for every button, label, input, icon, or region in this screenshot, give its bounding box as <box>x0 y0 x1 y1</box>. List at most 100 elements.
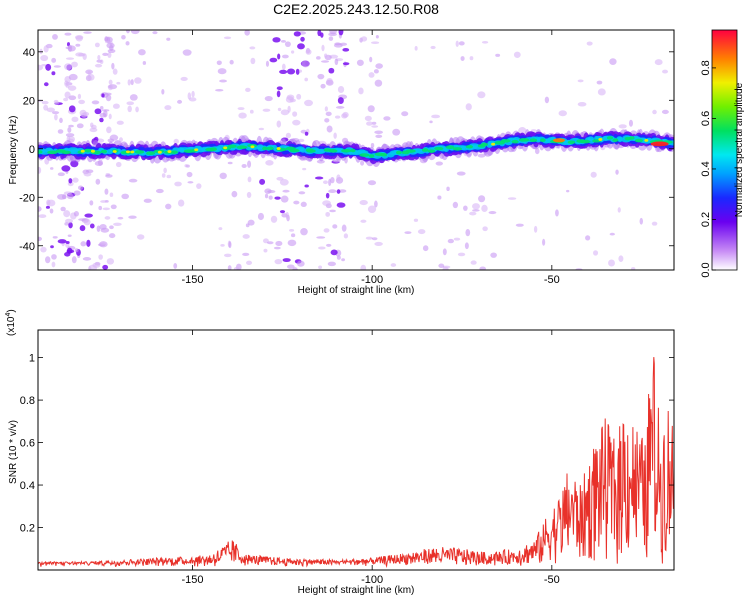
spectrogram-speckle <box>46 107 56 113</box>
spectrogram-speckle <box>314 176 324 180</box>
spectrogram-speckle <box>488 211 497 215</box>
spectrogram-speckle <box>533 225 538 233</box>
snr-scale-factor: (x104) <box>5 309 17 336</box>
spectrogram-speckle <box>219 79 228 83</box>
ridge-green <box>209 147 217 151</box>
snr-series-line <box>38 357 674 568</box>
spectrogram-speckle <box>360 160 365 166</box>
ridge-hotspot <box>223 146 228 150</box>
spectrogram-speckle <box>76 123 84 129</box>
ridge-green <box>612 138 619 142</box>
spectrogram-speckle <box>277 53 281 60</box>
colorbar-tick-label: 0.0 <box>700 262 712 277</box>
spectrogram-speckle <box>270 215 278 223</box>
spectrogram-speckle <box>105 174 113 178</box>
spectrogram-speckle <box>301 60 310 68</box>
spectrogram-speckle <box>68 124 74 128</box>
spectrogram-speckle <box>274 196 281 200</box>
spectrogram-speckle <box>479 266 486 270</box>
spectrogram-speckle <box>43 45 49 53</box>
spectrogram-speckle <box>109 192 114 198</box>
spectrogram-speckle <box>57 239 67 244</box>
spectrogram-speckle <box>249 109 254 114</box>
spectrogram-speckle <box>555 209 559 217</box>
spectrogram-speckle <box>223 36 232 40</box>
spectrogram-speckle <box>100 200 108 203</box>
spectrogram-speckle <box>370 143 375 148</box>
spectrogram-speckle <box>280 109 290 116</box>
spectrogram-speckle <box>127 79 131 86</box>
spectrogram-speckle <box>108 113 112 120</box>
ridge-green <box>421 148 429 152</box>
spectrogram-speckle <box>325 111 332 117</box>
spectrogram-speckle <box>320 83 326 89</box>
spectrogram-y-tick-label: 40 <box>23 47 35 59</box>
ridge-hotspot <box>194 148 199 152</box>
spectrogram-speckle <box>530 129 537 132</box>
spectrogram-speckle <box>107 52 112 58</box>
spectrogram-speckle <box>481 204 488 213</box>
spectrogram-speckle <box>113 222 122 226</box>
spectrogram-speckle <box>99 117 104 123</box>
spectrogram-speckle <box>94 108 102 115</box>
spectrogram-speckle <box>329 30 337 35</box>
spectrogram-speckle <box>38 64 44 71</box>
spectrogram-speckle <box>608 259 615 267</box>
spectrogram-speckle <box>82 257 92 261</box>
spectrogram-speckle <box>304 77 309 82</box>
spectrogram-speckle <box>652 109 657 115</box>
ridge-hotspot <box>125 150 130 154</box>
spectrogram-speckle <box>106 126 112 134</box>
ridge-hotspot <box>112 150 117 153</box>
snr-x-tick-label: -150 <box>181 574 203 586</box>
spectrogram-y-label: Frequency (Hz) <box>8 116 19 185</box>
spectrogram-speckle <box>274 258 283 265</box>
spectrogram-speckle <box>68 95 77 101</box>
spectrogram-speckle <box>465 103 472 111</box>
spectrogram-speckle <box>100 241 106 246</box>
ridge-green <box>236 145 248 150</box>
spectrogram-speckle <box>106 42 115 49</box>
ridge-green <box>170 150 178 154</box>
spectrogram-speckle <box>617 207 621 213</box>
spectrogram-speckle <box>618 255 624 262</box>
spectrogram-speckle <box>304 184 309 188</box>
spectrogram-speckle <box>265 159 274 166</box>
spectrogram-speckle <box>375 63 383 69</box>
spectrogram-speckle <box>180 76 188 82</box>
ridge-green <box>368 154 375 158</box>
spectrogram-speckle <box>328 178 332 186</box>
spectrogram-speckle <box>282 258 291 263</box>
spectrogram-speckle <box>373 69 379 74</box>
spectrogram-speckle <box>238 112 247 119</box>
spectrogram-speckle <box>115 161 122 168</box>
spectrogram-speckle <box>374 130 384 135</box>
spectrogram-speckle <box>342 48 350 52</box>
spectrogram-speckle <box>52 236 58 239</box>
spectrogram-speckle <box>374 241 383 247</box>
spectrogram-speckle <box>455 40 459 47</box>
spectrogram-speckle <box>218 227 223 231</box>
colorbar-tick-label: 0.2 <box>700 212 712 227</box>
spectrogram-speckle <box>304 131 309 136</box>
spectrogram-speckle <box>585 235 591 241</box>
spectrogram-speckle <box>102 52 109 56</box>
spectrogram-speckle <box>264 95 273 102</box>
spectrogram-speckle <box>628 119 633 127</box>
ridge-bright <box>617 137 623 143</box>
spectrogram-speckle <box>515 223 524 227</box>
ridge-green <box>539 138 546 142</box>
snr-y-tick-label: 0.6 <box>20 438 35 450</box>
spectrogram-speckle <box>64 80 69 87</box>
spectrogram-speckle <box>215 88 224 92</box>
spectrogram-speckle <box>300 228 308 236</box>
spectrogram-speckle <box>51 57 57 63</box>
spectrogram-speckle <box>41 63 47 67</box>
spectrogram-speckle <box>300 36 305 42</box>
spectrogram-speckle <box>371 121 377 125</box>
spectrogram-speckle <box>89 200 94 206</box>
spectrogram-speckle <box>216 60 222 66</box>
spectrogram-speckle <box>465 228 471 237</box>
spectrogram-speckle <box>112 68 118 75</box>
spectrogram-speckle <box>51 254 57 260</box>
